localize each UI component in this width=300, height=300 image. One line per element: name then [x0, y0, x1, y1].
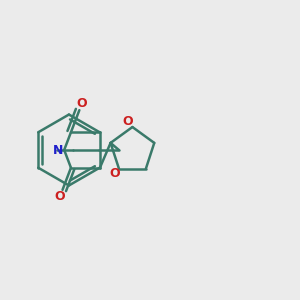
Text: O: O [77, 97, 87, 110]
Text: O: O [110, 167, 120, 181]
Text: O: O [55, 190, 65, 203]
Text: N: N [53, 143, 63, 157]
Text: O: O [122, 116, 133, 128]
